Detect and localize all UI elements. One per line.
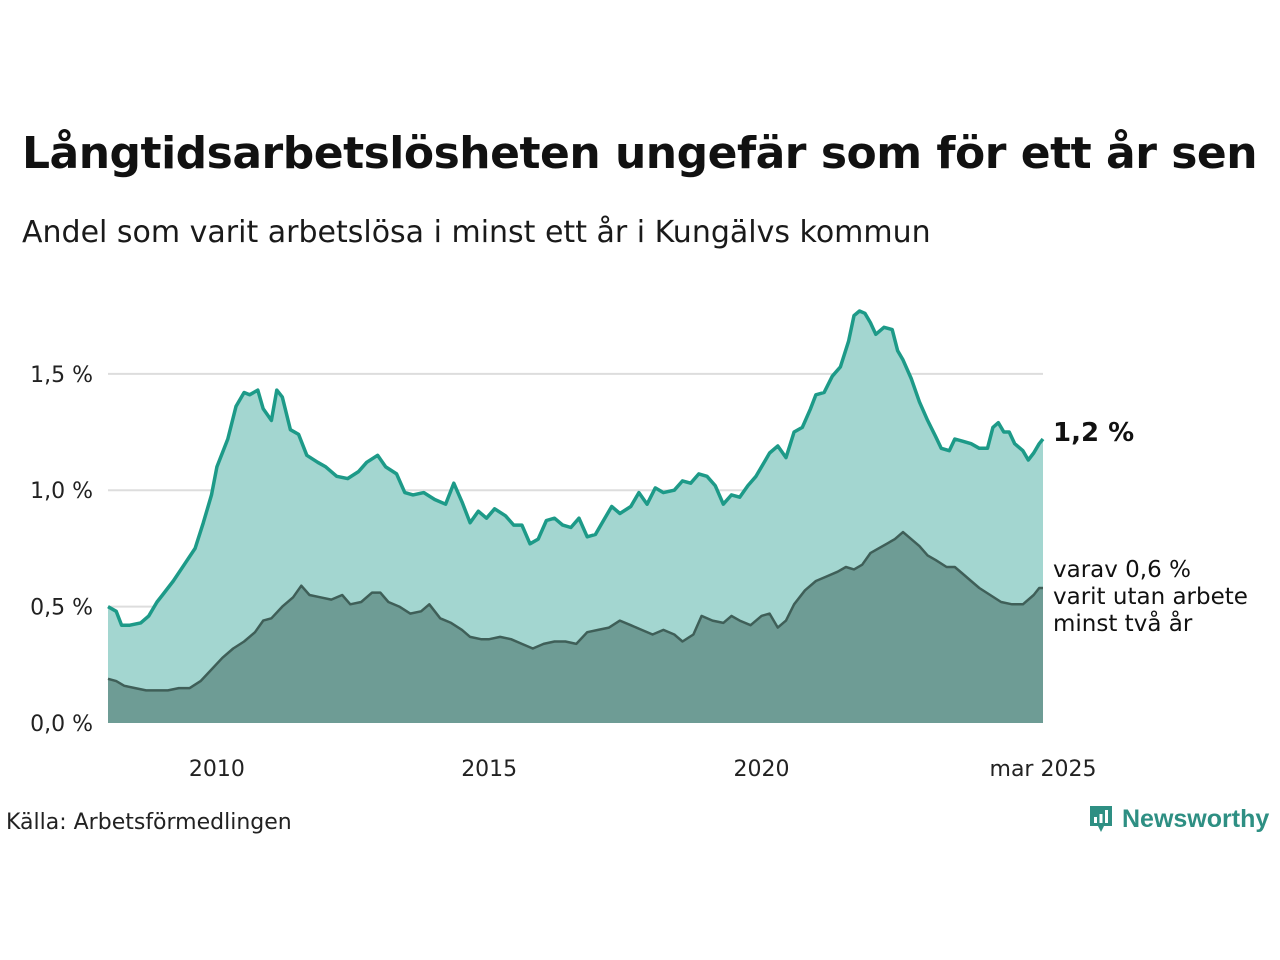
- chart-title: Långtidsarbetslösheten ungefär som för e…: [22, 128, 1258, 179]
- series-line-total: [107, 309, 1045, 627]
- series-areas: [107, 309, 1045, 723]
- end-note-label: varit utan arbete: [1053, 584, 1248, 610]
- newsworthy-logo[interactable]: Newsworthy: [1088, 804, 1269, 834]
- x-tick-label: 2020: [733, 757, 789, 782]
- end-note-label: minst två år: [1053, 609, 1193, 637]
- chart-subtitle: Andel som varit arbetslösa i minst ett å…: [22, 215, 931, 250]
- series-line-long-term: [107, 530, 1043, 692]
- y-tick-label: 0,0 %: [30, 712, 93, 737]
- y-tick-label: 1,5 %: [30, 363, 93, 388]
- end-value-label: 1,2 %: [1053, 418, 1134, 448]
- x-tick-label: 2010: [189, 757, 245, 782]
- axis-labels: 0,0 % 0,5 % 1,0 % 1,5 % 2010 2015 2020 mar 2025: [30, 363, 1096, 782]
- x-tick-label: mar 2025: [990, 757, 1097, 782]
- end-note-label: varav 0,6 %: [1053, 557, 1191, 583]
- newsworthy-logo-icon: [1090, 806, 1112, 832]
- newsworthy-logo-text: Newsworthy: [1122, 804, 1270, 833]
- series-area-long-term: [108, 532, 1043, 723]
- y-tick-label: 0,5 %: [30, 596, 93, 621]
- x-tick-label: 2015: [461, 757, 517, 782]
- source-credit: Källa: Arbetsförmedlingen: [6, 810, 292, 835]
- y-tick-label: 1,0 %: [30, 479, 93, 504]
